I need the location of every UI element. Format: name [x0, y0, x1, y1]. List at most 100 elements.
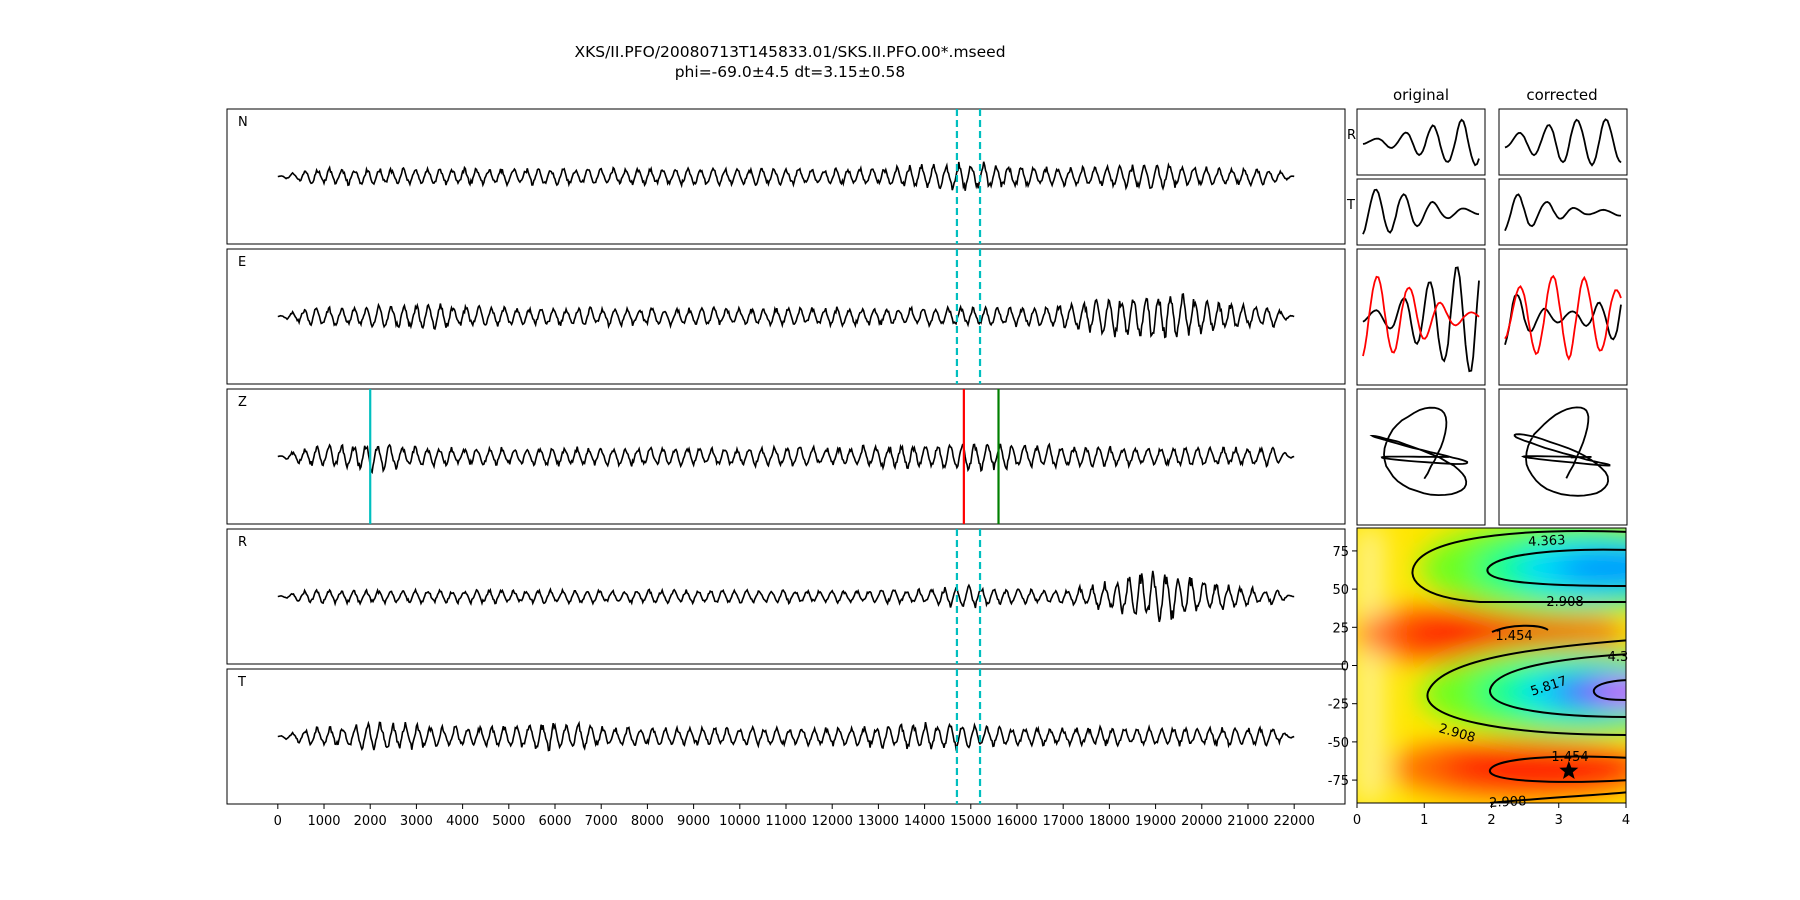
x-tick-label: 21000	[1227, 814, 1268, 829]
hm-y-tick-label: 50	[1332, 583, 1349, 598]
pm-row-label: R	[1347, 128, 1356, 143]
column-title-corrected: corrected	[1526, 86, 1597, 104]
hm-y-tick-label: -25	[1328, 698, 1349, 713]
pm-frame	[1356, 178, 1486, 246]
hm-y-tick-label: -75	[1328, 774, 1349, 789]
pm-trace	[1504, 293, 1622, 346]
figure-subtitle: phi=-69.0±4.5 dt=3.15±0.58	[675, 63, 906, 81]
contour-line	[1486, 548, 1626, 587]
contour-label: 4.3	[1608, 650, 1629, 665]
seismogram-panel-t: T	[226, 668, 1346, 805]
contour-line	[1592, 679, 1626, 701]
pm-panel	[1498, 178, 1628, 246]
x-tick-label: 9000	[677, 814, 710, 829]
x-tick-label: 7000	[585, 814, 618, 829]
pm-frame	[1498, 388, 1628, 526]
pm-frame	[1356, 108, 1486, 176]
pm-orbit	[1369, 406, 1469, 497]
hm-x-tick-label: 3	[1555, 813, 1563, 828]
x-tick-label: 13000	[858, 814, 899, 829]
waveform-trace	[277, 570, 1295, 623]
waveform-trace	[277, 293, 1295, 339]
x-tick-label: 16000	[996, 814, 1037, 829]
time-axis: 0 1000 2000 3000 4000 5000 6000 7000 8000 9000 100…	[274, 804, 1315, 829]
x-tick-label: 0	[274, 814, 282, 829]
panel-frame	[226, 388, 1346, 525]
x-tick-label: 15000	[950, 814, 991, 829]
pm-orbit	[1513, 406, 1611, 497]
x-tick-label: 11000	[765, 814, 806, 829]
pm-panel	[1356, 388, 1486, 526]
pm-panel	[1498, 388, 1628, 526]
panel-label: Z	[238, 395, 247, 410]
column-title-original: original	[1393, 86, 1449, 104]
contour-label: 1.454	[1551, 750, 1588, 765]
seismogram-panel-e: E	[226, 248, 1346, 385]
pm-panel: R	[1347, 108, 1486, 176]
contour-line	[1491, 624, 1549, 633]
x-tick-label: 1000	[307, 814, 340, 829]
x-tick-label: 4000	[446, 814, 479, 829]
waveform-trace	[277, 442, 1295, 475]
contour-label: 1.454	[1495, 629, 1532, 644]
heatmap-axes: 0 1 2 3 4 75 50 25 0 -25 -50 -75	[1328, 545, 1630, 828]
hm-x-tick-label: 0	[1353, 813, 1361, 828]
pm-trace-overlay	[1504, 274, 1622, 361]
pm-panel	[1498, 108, 1628, 176]
x-tick-label: 17000	[1043, 814, 1084, 829]
contour-line	[1489, 791, 1626, 803]
contour-line	[1411, 530, 1626, 603]
seismogram-panels: N E Z R T	[226, 108, 1346, 805]
pm-panel: T	[1346, 178, 1486, 246]
panel-label: T	[237, 675, 246, 690]
x-tick-label: 22000	[1274, 814, 1315, 829]
waveform-trace	[277, 720, 1295, 752]
pm-row-label: T	[1346, 198, 1355, 213]
contour-line	[1488, 653, 1626, 718]
seismogram-panel-z: Z	[226, 388, 1346, 525]
pm-trace-overlay	[1362, 275, 1480, 357]
hm-x-tick-label: 1	[1420, 813, 1428, 828]
panel-frame	[226, 108, 1346, 245]
hm-x-tick-label: 2	[1487, 813, 1495, 828]
x-tick-label: 8000	[631, 814, 664, 829]
pm-frame	[1356, 388, 1486, 526]
panel-label: E	[238, 255, 246, 270]
x-tick-label: 18000	[1089, 814, 1130, 829]
seismogram-panel-r: R	[226, 528, 1346, 665]
contour-line	[1426, 639, 1626, 736]
x-tick-label: 19000	[1135, 814, 1176, 829]
pm-frame	[1356, 248, 1486, 386]
x-tick-label: 10000	[719, 814, 760, 829]
hm-x-tick-label: 4	[1622, 813, 1630, 828]
x-tick-label: 2000	[354, 814, 387, 829]
panel-label: N	[238, 115, 248, 130]
contour-label: 2.908	[1546, 595, 1583, 610]
contour-label: 4.363	[1528, 533, 1566, 550]
figure-title: XKS/II.PFO/20080713T145833.01/SKS.II.PFO…	[574, 43, 1005, 61]
pm-panel	[1498, 248, 1628, 386]
hm-y-tick-label: 75	[1332, 545, 1349, 560]
pm-frame	[1498, 108, 1628, 176]
x-tick-label: 12000	[812, 814, 853, 829]
hm-y-tick-label: -50	[1328, 736, 1349, 751]
star-icon	[1559, 760, 1579, 779]
contour-lines	[1411, 530, 1626, 803]
contour-line	[1489, 755, 1626, 783]
x-tick-label: 14000	[904, 814, 945, 829]
contour-label: 2.908	[1489, 794, 1527, 811]
error-surface: 4.363 2.908 1.454 4.3 5.817 2.908 1.454 …	[1328, 527, 1630, 828]
pm-trace	[1362, 118, 1480, 167]
particle-motion-panels: RT	[1346, 108, 1628, 526]
x-tick-label: 3000	[400, 814, 433, 829]
x-tick-label: 20000	[1181, 814, 1222, 829]
pm-trace	[1504, 118, 1622, 167]
hm-y-tick-label: 0	[1341, 660, 1349, 675]
panel-label: R	[238, 535, 247, 550]
pm-trace	[1504, 193, 1621, 232]
pm-frame	[1498, 248, 1628, 386]
pm-frame	[1498, 178, 1628, 246]
panel-frame	[226, 528, 1346, 665]
panel-frame	[226, 248, 1346, 385]
